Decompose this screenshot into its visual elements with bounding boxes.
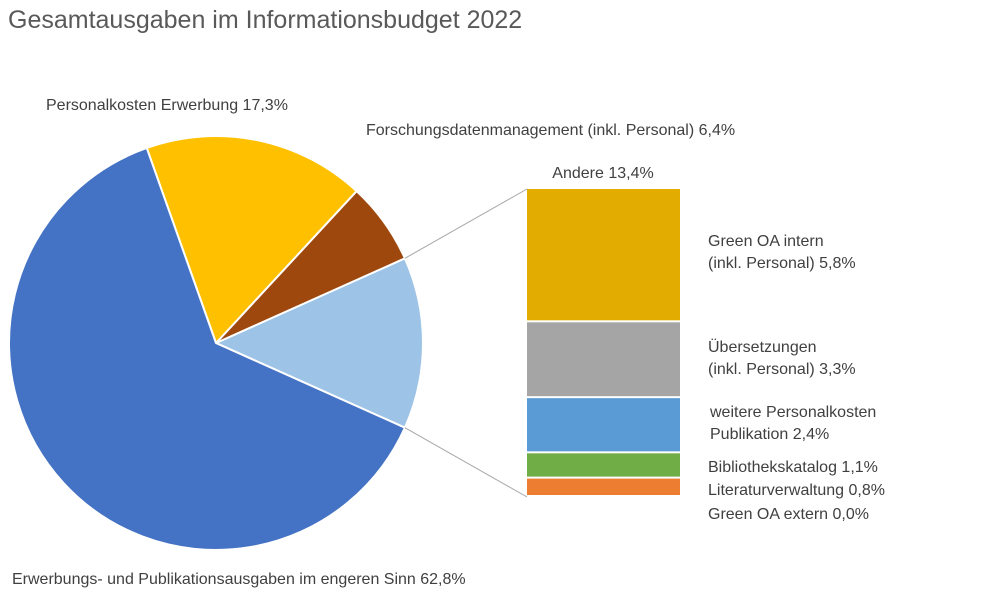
bar-segment-label-2-line1: Publikation 2,4%: [710, 426, 829, 443]
bar-label-andere: Andere 13,4%: [552, 165, 653, 182]
bar-segment-label-4: Literaturverwaltung 0,8%: [708, 482, 885, 499]
bar-segment-1: [527, 322, 680, 397]
pie-label-forschungsdaten: Forschungsdatenmanagement (inkl. Persona…: [366, 122, 735, 139]
bar-segment-0: [527, 189, 680, 321]
pie-slice-andere: [213, 257, 424, 429]
bar-segment-3: [527, 453, 680, 477]
bar-segment-label-0-line1: (inkl. Personal) 5,8%: [708, 255, 856, 272]
pie-label-personalkosten: Personalkosten Erwerbung 17,3%: [46, 97, 288, 114]
pie-slice-personalkosten: [145, 134, 359, 345]
connector-line-top: [404, 188, 528, 259]
chart-title: Gesamtausgaben im Informationsbudget 202…: [8, 6, 523, 34]
bar-segment-label-1-line0: Übersetzungen: [708, 338, 817, 356]
bar-segment-4: [527, 478, 680, 495]
bar-segment-label-0-line0: Green OA intern: [708, 233, 824, 250]
connector-line-bottom: [404, 427, 528, 498]
bar-segment-label-2-line0: weitere Personalkosten: [709, 404, 876, 421]
pie-slice-erwerbung: [8, 146, 407, 551]
bar-segment-2: [527, 398, 680, 452]
bar-segment-label-5: Green OA extern 0,0%: [708, 506, 869, 523]
pie-label-erwerbung: Erwerbungs- und Publikationsausgaben im …: [12, 571, 466, 588]
bar-segment-label-1-line1: (inkl. Personal) 3,3%: [708, 361, 856, 378]
bar-segment-label-3: Bibliothekskatalog 1,1%: [708, 459, 878, 476]
